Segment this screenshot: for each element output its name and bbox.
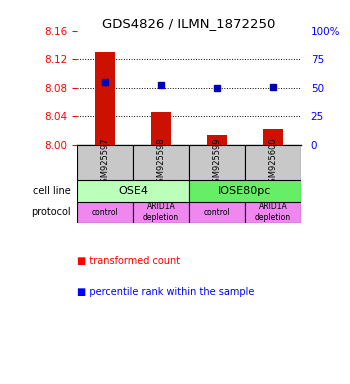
Text: ARID1A
depletion: ARID1A depletion: [255, 202, 291, 222]
Bar: [77, 145, 133, 180]
Bar: [151, 112, 171, 145]
Text: protocol: protocol: [31, 207, 70, 217]
Bar: [77, 202, 133, 223]
Bar: [133, 202, 189, 223]
Title: GDS4826 / ILMN_1872250: GDS4826 / ILMN_1872250: [102, 17, 276, 30]
Bar: [207, 136, 227, 145]
Bar: [245, 202, 301, 223]
Text: ARID1A
depletion: ARID1A depletion: [143, 202, 179, 222]
Text: GSM925599: GSM925599: [212, 137, 222, 188]
Text: ■ percentile rank within the sample: ■ percentile rank within the sample: [77, 287, 254, 297]
Text: GSM925598: GSM925598: [156, 137, 166, 188]
Bar: [189, 180, 301, 202]
Text: OSE4: OSE4: [118, 186, 148, 196]
Bar: [77, 180, 189, 202]
Text: ■ transformed count: ■ transformed count: [77, 256, 180, 266]
Text: GSM925600: GSM925600: [268, 137, 278, 188]
Text: control: control: [204, 208, 230, 217]
Text: control: control: [92, 208, 118, 217]
Bar: [189, 145, 245, 180]
Bar: [189, 202, 245, 223]
Text: IOSE80pc: IOSE80pc: [218, 186, 272, 196]
Bar: [263, 129, 283, 145]
Text: GSM925597: GSM925597: [100, 137, 110, 188]
Text: cell line: cell line: [33, 186, 70, 196]
Bar: [95, 52, 115, 145]
Bar: [133, 145, 189, 180]
Bar: [245, 145, 301, 180]
